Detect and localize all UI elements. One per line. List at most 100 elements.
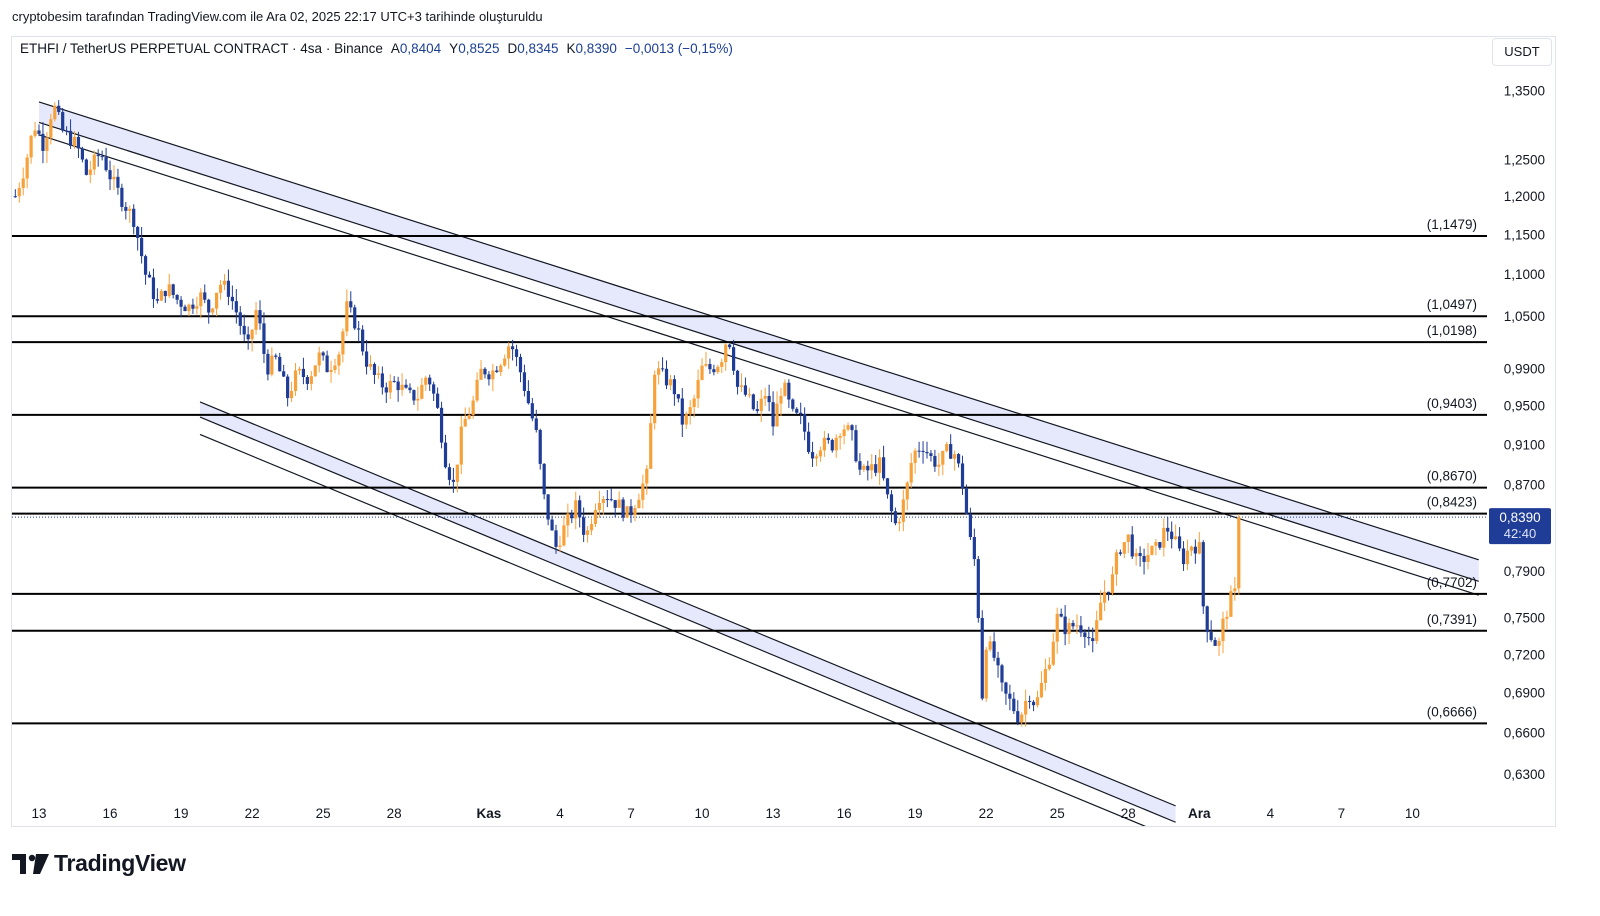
- candle-body: [526, 390, 530, 404]
- candle-body: [1221, 618, 1225, 642]
- candle-body: [321, 352, 325, 356]
- candle-body: [996, 657, 1000, 666]
- level-label: (0,8423): [1427, 495, 1477, 510]
- candle-body: [475, 379, 479, 401]
- candle-body: [380, 373, 384, 388]
- candle-body: [783, 382, 787, 396]
- candle-body: [1201, 542, 1205, 607]
- candle-body: [341, 331, 345, 355]
- candle-body: [534, 418, 538, 430]
- candle-body: [136, 226, 140, 238]
- price-axis[interactable]: 1,3500 1,2500 1,2000 1,1500 1,1000 1,0500 0,99…: [1504, 84, 1545, 782]
- descending-lower-channel-upper-line: [199, 401, 1176, 807]
- candle-body: [751, 394, 755, 410]
- chart-frame: [11, 36, 1556, 827]
- time-tick-label: 13: [766, 806, 781, 821]
- level-label: (0,8670): [1427, 469, 1477, 484]
- candle-body: [803, 414, 807, 432]
- candle-body: [96, 154, 100, 157]
- candle-body: [653, 374, 657, 424]
- candle-body: [1205, 606, 1209, 633]
- candle-body: [842, 429, 846, 437]
- time-tick-label: 28: [387, 806, 402, 821]
- candle-body: [822, 437, 826, 451]
- candle-body: [483, 368, 487, 375]
- candle-body: [1150, 545, 1154, 555]
- candle-body: [732, 347, 736, 371]
- candle-body: [274, 355, 278, 357]
- symbol-label[interactable]: ETHFI / TetherUS PERPETUAL CONTRACT · 4s…: [20, 41, 383, 56]
- candle-body: [1067, 622, 1071, 635]
- candle-body: [909, 463, 913, 483]
- candle-body: [838, 436, 842, 438]
- candle-body: [195, 306, 199, 309]
- candle-body: [238, 312, 242, 326]
- candle-body: [234, 301, 238, 313]
- level-label: (1,0198): [1427, 323, 1477, 338]
- time-tick-label: 13: [31, 806, 46, 821]
- candle-body: [305, 377, 309, 384]
- candle-body: [289, 390, 294, 399]
- candle-body: [1043, 668, 1047, 683]
- currency-button[interactable]: USDT: [1492, 38, 1552, 66]
- candle-body: [613, 500, 617, 508]
- candle-body: [1138, 553, 1142, 557]
- candle-body: [546, 494, 550, 520]
- candle-body: [412, 390, 416, 401]
- candle-body: [222, 280, 227, 285]
- candle-body: [282, 371, 286, 377]
- tradingview-logo-icon: [12, 853, 49, 874]
- candle-body: [1126, 534, 1130, 543]
- candle-body: [1185, 550, 1190, 565]
- candle-body: [1059, 613, 1063, 617]
- time-tick-label: 7: [1338, 806, 1346, 821]
- candle-body: [479, 368, 483, 380]
- candle-body: [100, 156, 104, 158]
- candle-body: [487, 374, 491, 380]
- candle-body: [155, 299, 159, 301]
- candle-body: [175, 294, 179, 300]
- candle-body: [696, 379, 700, 399]
- candle-body: [850, 425, 854, 431]
- candle-body: [593, 509, 598, 525]
- candle-body: [889, 494, 894, 512]
- candle-body: [1000, 665, 1004, 683]
- candle-body: [743, 385, 748, 395]
- candle-body: [1020, 714, 1024, 723]
- candle-body: [439, 407, 444, 443]
- price-tick-label: 1,0500: [1504, 309, 1545, 324]
- time-tick-label: 22: [245, 806, 260, 821]
- price-tick-label: 1,2500: [1504, 153, 1545, 168]
- candle-body: [404, 384, 408, 388]
- tradingview-brand[interactable]: TradingView: [12, 850, 186, 877]
- time-tick-label: 10: [1405, 806, 1420, 821]
- high-label: Y: [449, 41, 459, 56]
- candle-body: [76, 136, 81, 149]
- candle-body: [1154, 542, 1158, 546]
- candle-body: [211, 308, 215, 313]
- candle-body: [858, 461, 862, 470]
- candle-body: [684, 414, 688, 425]
- candle-body: [589, 524, 594, 531]
- candle-body: [921, 450, 925, 453]
- candle-body: [972, 537, 976, 560]
- candle-body: [1162, 527, 1166, 548]
- candle-body: [507, 346, 511, 359]
- channels-layer: [38, 101, 1479, 826]
- candle-body: [862, 465, 866, 470]
- candle-body: [68, 130, 73, 146]
- candle-body: [554, 530, 558, 547]
- candle-body: [878, 457, 882, 473]
- candle-body: [633, 508, 637, 516]
- candle-body: [582, 517, 586, 535]
- price-tick-label: 1,1500: [1504, 227, 1545, 242]
- candle-body: [901, 499, 905, 522]
- candle-body: [84, 159, 88, 175]
- candle-body: [1197, 542, 1201, 554]
- candle-body: [530, 403, 534, 419]
- candle-body: [1075, 625, 1079, 627]
- candle-body: [218, 284, 223, 293]
- time-axis[interactable]: 13 16 19 22 25 28 Kas 4 7 10 13 16 19 22 25 28 Ara 4 7 10: [31, 806, 1419, 821]
- price-tick-label: 0,9900: [1504, 362, 1545, 377]
